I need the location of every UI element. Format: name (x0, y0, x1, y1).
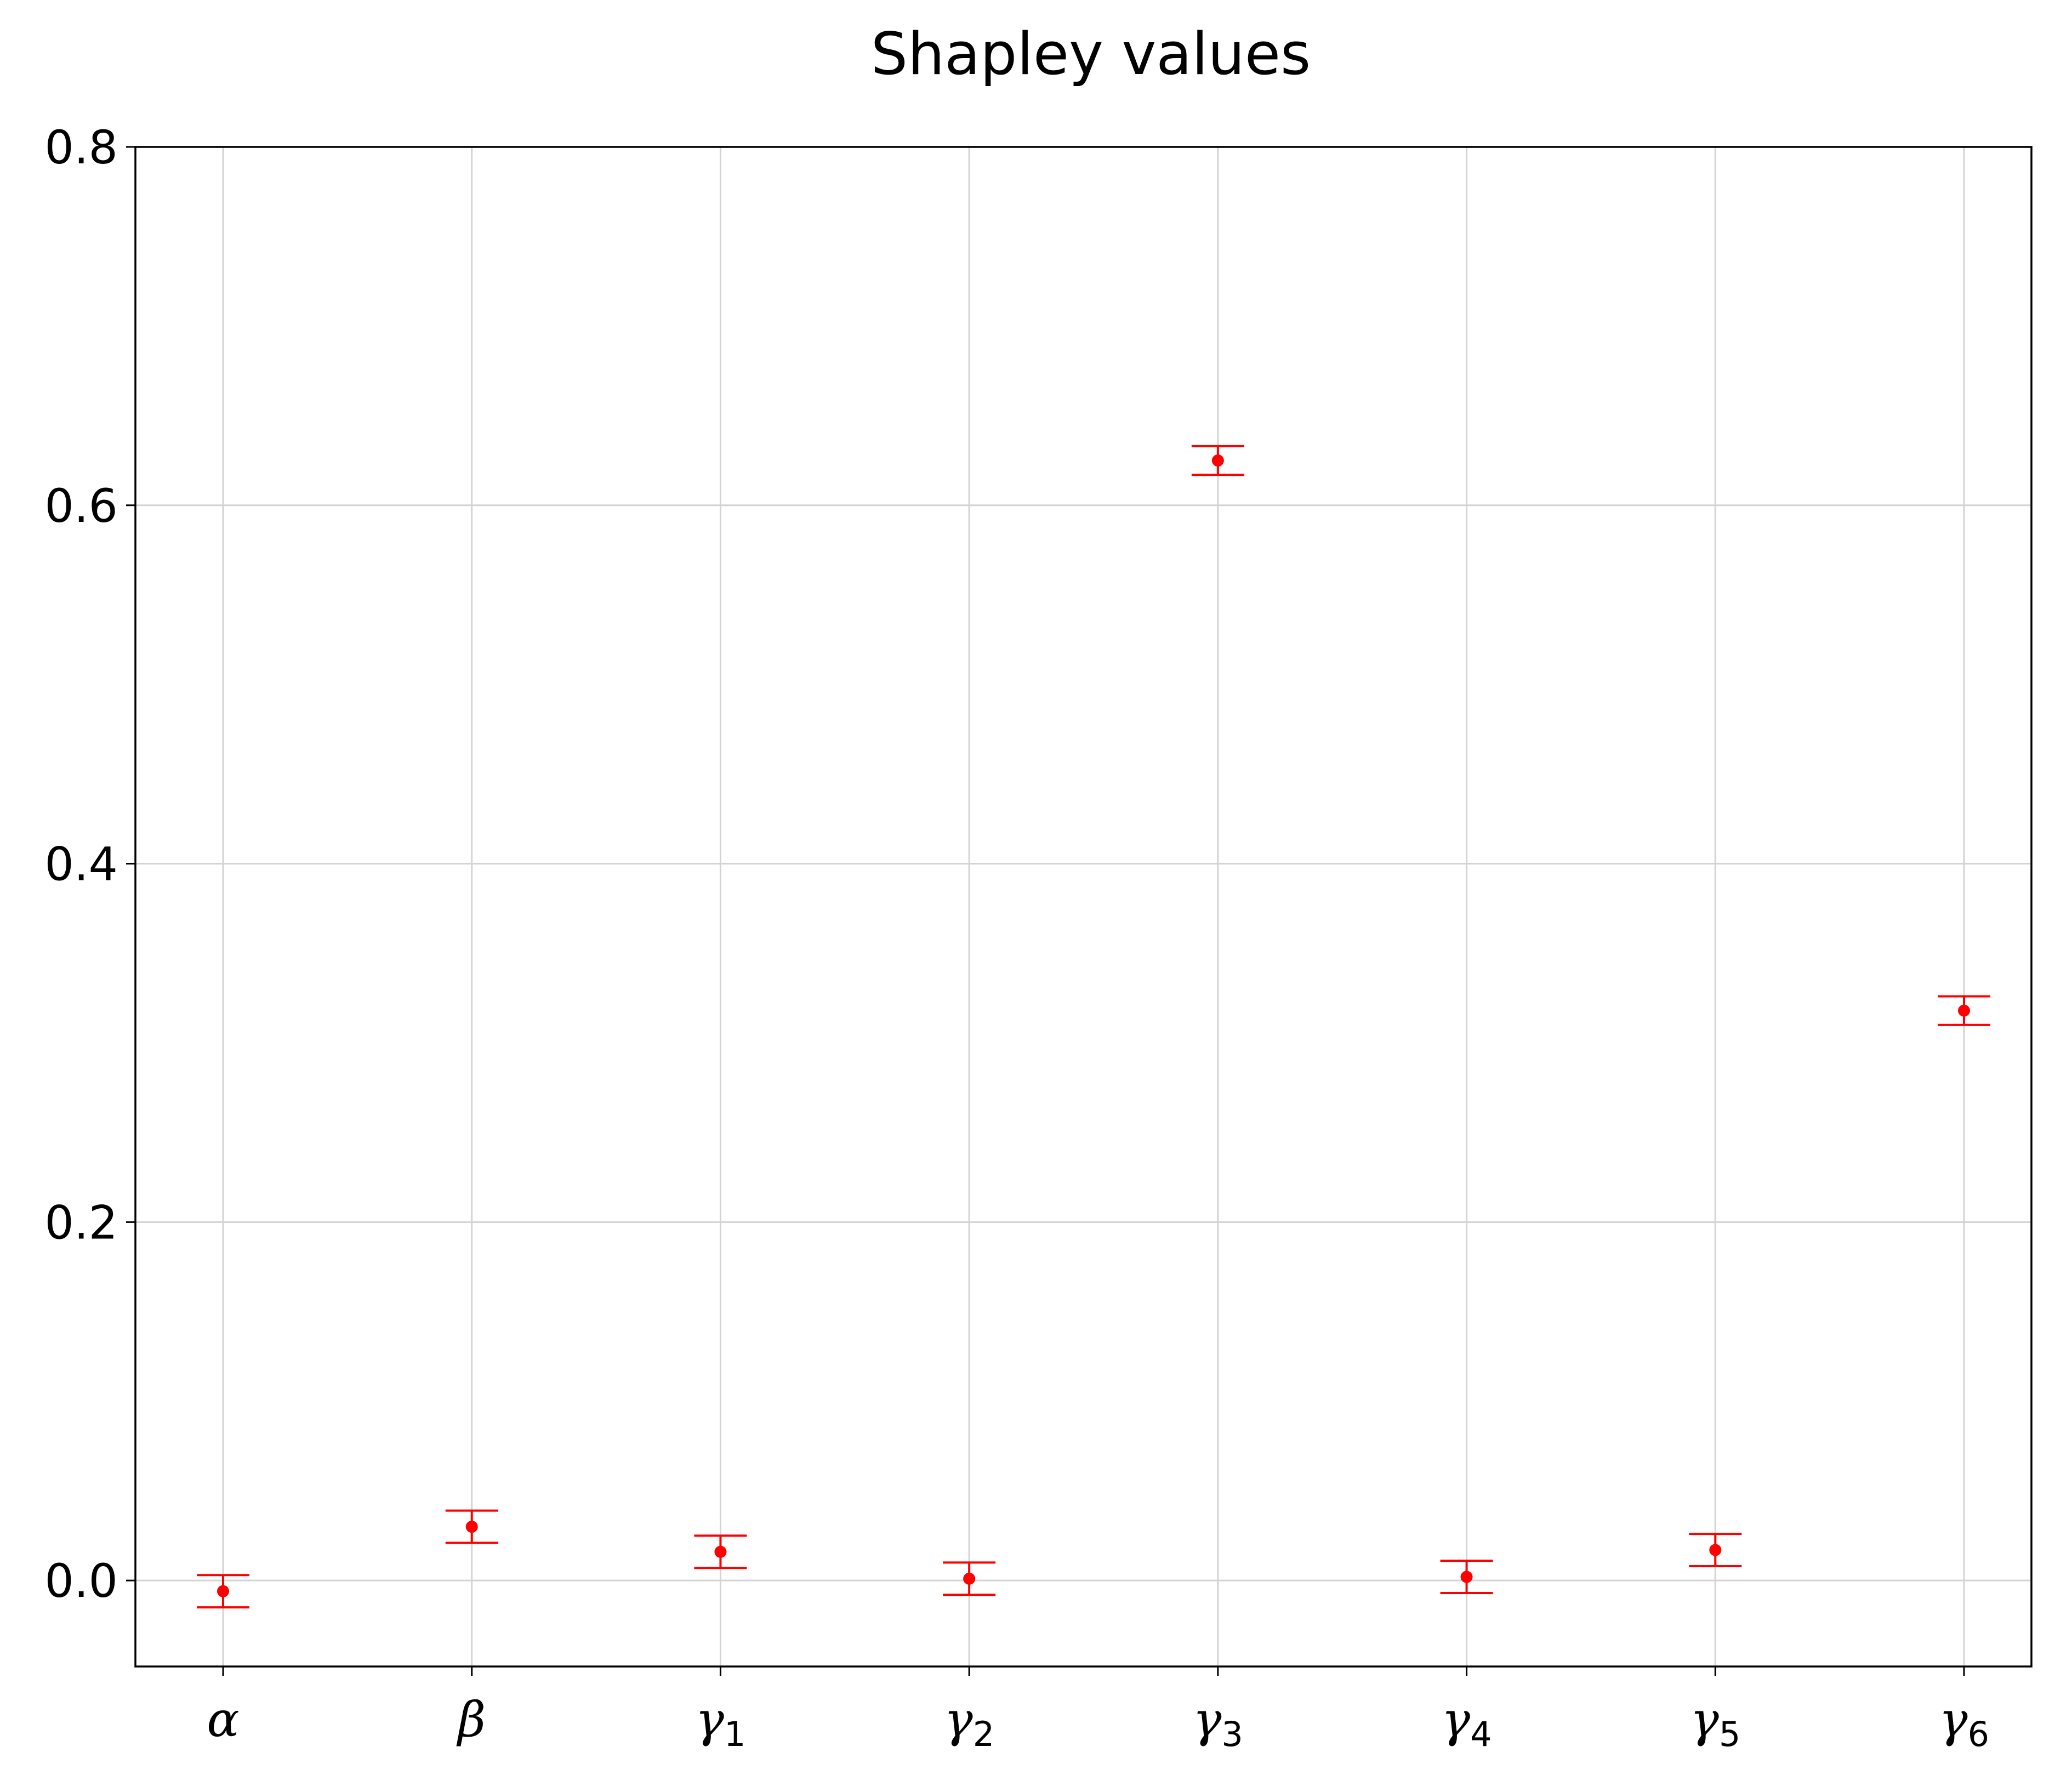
x-tick-label: γ6 (1939, 1691, 1989, 1754)
x-tick-label: β (456, 1691, 486, 1748)
data-marks (197, 445, 1990, 1609)
data-point (1211, 454, 1224, 467)
x-tick-label: γ5 (1690, 1691, 1740, 1754)
data-point (217, 1585, 229, 1597)
y-tick-label: 0.2 (44, 1196, 118, 1249)
axes (126, 146, 2033, 1676)
x-tick-label: γ2 (944, 1691, 994, 1754)
y-tick-label: 0.6 (44, 479, 118, 533)
data-point (1709, 1544, 1722, 1556)
chart-title: Shapley values (871, 20, 1311, 88)
data-point (714, 1545, 727, 1558)
x-tick-label: γ1 (695, 1691, 745, 1754)
x-tick-label: α (207, 1691, 239, 1748)
data-point (465, 1521, 478, 1533)
x-tick-label: γ4 (1442, 1691, 1492, 1754)
plot-frame (134, 146, 2033, 1668)
tick-labels: α β γ1 γ2 γ3 γ4 γ5 γ6 0.0 0.2 0.4 0.6 0.8 (44, 121, 1989, 1754)
y-tick-label: 0.8 (44, 121, 118, 174)
y-tick-label: 0.0 (44, 1554, 118, 1608)
x-tick-label: γ3 (1193, 1691, 1243, 1754)
data-point (1460, 1571, 1473, 1583)
data-point (963, 1572, 976, 1585)
y-tick-label: 0.4 (44, 838, 118, 891)
grid-lines (135, 146, 2031, 1666)
data-point (1958, 1004, 1970, 1017)
